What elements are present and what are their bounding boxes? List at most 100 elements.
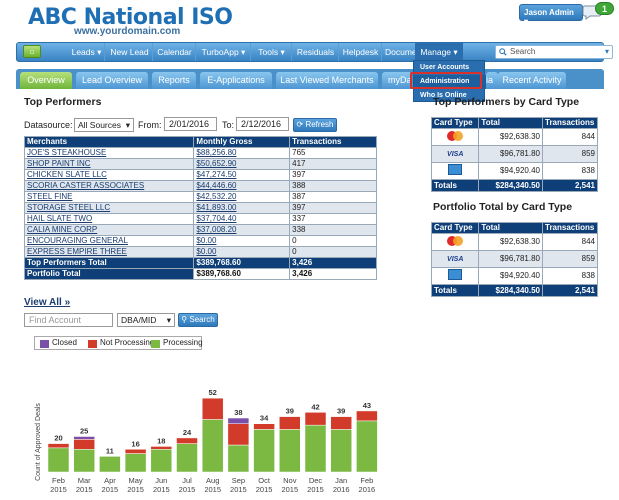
merchant-link[interactable]: HAIL SLATE TWO xyxy=(23,213,195,225)
gross-link[interactable]: $44,446.60 xyxy=(193,180,291,192)
x-tick-label: 2015 xyxy=(230,485,247,494)
table-row: VISA $96,781.80 859 xyxy=(430,145,598,163)
approved-deals-chart: Count of Approved Deals 20Feb201525Mar201… xyxy=(35,388,378,494)
dba-mid-value: DBA/MID xyxy=(121,315,157,325)
legend-closed: Closed xyxy=(52,338,77,347)
nav-residuals[interactable]: Residuals xyxy=(293,43,339,61)
nav-label: Tools xyxy=(258,47,279,57)
search-input[interactable]: Search ▾ xyxy=(495,45,613,59)
table-row: STORAGE STEEL LLC $41,893.00 397 xyxy=(23,202,377,214)
mastercard-icon xyxy=(447,130,464,141)
menu-user-accounts[interactable]: User Accounts xyxy=(414,61,486,75)
tab-lead-overview[interactable]: Lead Overview xyxy=(76,72,148,89)
find-search-button[interactable]: ⚲ Search xyxy=(178,313,218,327)
chevron-down-icon: ▾ xyxy=(166,315,171,325)
nav-tools[interactable]: Tools ▾ xyxy=(252,43,292,61)
merchant-link[interactable]: JOE'S STEAKHOUSE xyxy=(23,147,195,159)
table-row: CHICKEN SLATE LLC $47,274.50 397 xyxy=(23,169,377,181)
tab-last-viewed-merchants[interactable]: Last Viewed Merchants xyxy=(276,72,378,89)
gross-link[interactable]: $47,274.50 xyxy=(193,169,291,181)
bar-segment-processing xyxy=(201,419,224,473)
x-tick-label: Feb xyxy=(360,476,373,485)
datasource-select[interactable]: All Sources ▾ xyxy=(74,118,134,132)
to-date-input[interactable]: 2/12/2016 xyxy=(236,117,289,131)
refresh-icon: ⟳ xyxy=(296,120,304,129)
col-monthly-gross: Monthly Gross xyxy=(193,136,291,148)
portfolio-total-row-cell: Portfolio Total xyxy=(23,268,195,280)
bar-segment-not-processing xyxy=(47,443,70,449)
tab-recent-activity[interactable]: Recent Activity xyxy=(498,72,566,89)
tab-mydashboard[interactable]: myDa xyxy=(382,72,412,89)
main-navbar: ⌂ Leads ▾ New Lead Calendar TurboApp ▾ T… xyxy=(16,42,613,62)
gross-link[interactable]: $0.00 xyxy=(193,235,291,247)
site-url: www.yourdomain.com xyxy=(74,26,181,37)
find-account-input[interactable]: Find Account xyxy=(24,313,113,327)
table-row: VISA $96,781.80 859 xyxy=(430,250,598,268)
x-tick-label: Nov xyxy=(283,476,297,485)
nav-helpdesk[interactable]: Helpdesk xyxy=(340,43,382,61)
bar-segment-processing xyxy=(176,443,198,473)
nav-turboapp[interactable]: TurboApp ▾ xyxy=(197,43,251,61)
home-button[interactable]: ⌂ xyxy=(23,45,41,58)
portfolio-total-row-cell: 3,426 xyxy=(289,268,377,280)
gross-link[interactable]: $0.00 xyxy=(193,246,291,258)
merchant-link[interactable]: CALIA MINE CORP xyxy=(23,224,195,236)
tab-reports[interactable]: Reports xyxy=(152,72,196,89)
tab-e-applications[interactable]: E-Applications xyxy=(200,72,272,89)
x-tick-label: 2016 xyxy=(359,485,376,494)
gross-link[interactable]: $41,893.00 xyxy=(193,202,291,214)
merchant-link[interactable]: ENCOURAGING GENERAL xyxy=(23,235,195,247)
merchant-link[interactable]: SHOP PAINT INC xyxy=(23,158,195,170)
view-all-link[interactable]: View All » xyxy=(24,297,71,308)
notification-badge[interactable]: 1 xyxy=(595,2,614,15)
table-row: HAIL SLATE TWO $37,704.40 337 xyxy=(23,213,377,225)
gross-link[interactable]: $37,704.40 xyxy=(193,213,291,225)
gross-link[interactable]: $37,008.20 xyxy=(193,224,291,236)
top-performers-total-row-cell: $389,768.60 xyxy=(193,257,291,269)
merchant-link[interactable]: SCORIA CASTER ASSOCIATES xyxy=(23,180,195,192)
datasource-label: Datasource: xyxy=(24,120,73,130)
x-tick-label: 2015 xyxy=(76,485,93,494)
card-type-cell xyxy=(430,233,480,251)
total-cell: $92,638.30 xyxy=(478,128,543,146)
nav-leads[interactable]: Leads ▾ xyxy=(69,43,105,61)
home-icon: ⌂ xyxy=(29,47,35,56)
transactions-cell: 838 xyxy=(542,267,598,285)
totals-cell: 2,541 xyxy=(542,284,598,297)
x-tick-label: May xyxy=(129,476,143,485)
x-tick-label: Dec xyxy=(309,476,323,485)
table-row: $92,638.30 844 xyxy=(430,128,598,146)
chevron-down-icon: ▾ xyxy=(125,120,130,130)
bar-total-label: 43 xyxy=(363,401,371,410)
x-tick-label: 2015 xyxy=(307,485,324,494)
nav-new-lead[interactable]: New Lead xyxy=(107,43,153,61)
from-date-input[interactable]: 2/01/2016 xyxy=(164,117,217,131)
tab-media[interactable]: ia xyxy=(486,72,498,89)
refresh-button[interactable]: ⟳ Refresh xyxy=(293,118,337,132)
merchant-link[interactable]: EXPRESS EMPIRE THREE xyxy=(23,246,195,258)
nav-manage[interactable]: Manage ▾ xyxy=(415,43,463,61)
user-menu-button[interactable]: Jason Admin ▾ xyxy=(519,4,583,26)
tab-label: Reports xyxy=(158,75,190,85)
gross-link[interactable]: $50,652.90 xyxy=(193,158,291,170)
merchant-link[interactable]: STORAGE STEEL LLC xyxy=(23,202,195,214)
menu-who-is-online[interactable]: Who Is Online xyxy=(414,89,486,103)
tab-label: Overview xyxy=(27,75,65,85)
table-row: SHOP PAINT INC $50,652.90 417 xyxy=(23,158,377,170)
menu-administration[interactable]: Administration xyxy=(414,75,486,89)
merchant-link[interactable]: STEEL FINE xyxy=(23,191,195,203)
dba-mid-select[interactable]: DBA/MID ▾ xyxy=(117,313,175,327)
nav-calendar[interactable]: Calendar xyxy=(154,43,196,61)
gross-link[interactable]: $42,532.20 xyxy=(193,191,291,203)
transactions-cell: 844 xyxy=(542,128,598,146)
card-type-cell xyxy=(430,162,480,180)
bar-segment-processing xyxy=(330,429,352,473)
column-header: Card Type xyxy=(430,117,480,129)
merchant-link[interactable]: CHICKEN SLATE LLC xyxy=(23,169,195,181)
nav-label: Documents xyxy=(385,47,428,57)
nav-label: New Lead xyxy=(110,47,149,57)
column-header: Transactions xyxy=(542,222,598,234)
tab-overview[interactable]: Overview xyxy=(20,72,72,89)
gross-link[interactable]: $88,256.80 xyxy=(193,147,291,159)
x-tick-label: Oct xyxy=(258,476,271,485)
